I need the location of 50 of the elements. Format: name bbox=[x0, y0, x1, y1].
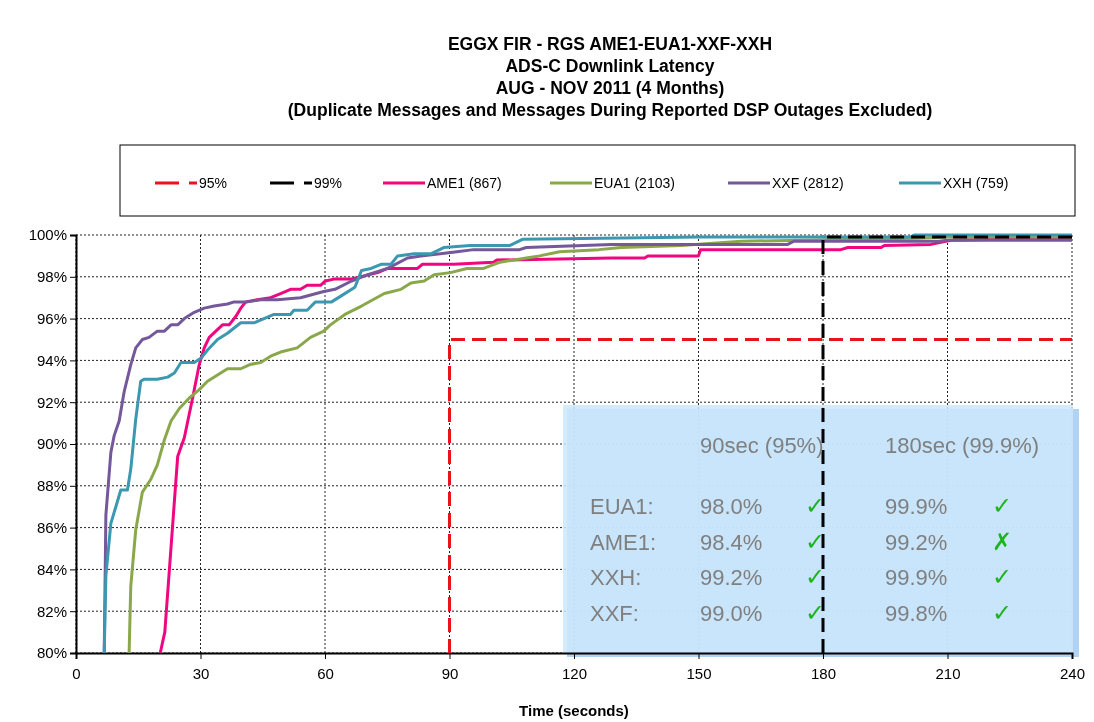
annotation: ✓ bbox=[805, 492, 825, 519]
annotation: ✓ bbox=[805, 527, 825, 555]
y-tick-label: 80% bbox=[36, 644, 67, 662]
annotation: 99.9% bbox=[885, 494, 948, 519]
chart-title: EGGX FIR - RGS AME1-EUA1-XXF-XXH ADS-C Downlink Latency AUG - NOV 2011 (4 Months) (Duplicate Messages and Messages During Reported DSP Outages Excluded) bbox=[287, 34, 933, 120]
annotation: ✓ bbox=[805, 563, 825, 590]
annotation: AME1: bbox=[590, 529, 657, 555]
y-tick-label: 86% bbox=[36, 518, 67, 536]
legend-label: XXF (2812) bbox=[772, 175, 844, 191]
x-tick-label: 90 bbox=[441, 664, 459, 682]
x-tick-label: 150 bbox=[686, 664, 712, 682]
annotation: XXH: bbox=[590, 565, 642, 590]
annotation: 180sec (99.9%) bbox=[885, 433, 1040, 458]
annotation: ✗ bbox=[992, 527, 1012, 555]
y-tick-label: 94% bbox=[36, 351, 67, 369]
y-tick-label: 96% bbox=[36, 309, 67, 327]
annotation: 98.0% bbox=[700, 494, 763, 519]
annotation: 99.8% bbox=[885, 600, 948, 626]
legend-label: 99% bbox=[314, 175, 343, 191]
legend-label: XXH (759) bbox=[943, 175, 1009, 191]
annotation: XXF: bbox=[590, 600, 639, 626]
x-tick-label: 120 bbox=[561, 664, 588, 682]
x-tick-label: 240 bbox=[1059, 664, 1086, 682]
annotation: 90sec (95%) bbox=[700, 433, 824, 458]
legend-label: AME1 (867) bbox=[427, 175, 502, 191]
annotation: 99.0% bbox=[700, 600, 763, 626]
y-tick-label: 88% bbox=[36, 477, 67, 495]
annotation: 99.9% bbox=[885, 565, 948, 590]
annotation: 99.2% bbox=[700, 565, 763, 590]
x-tick-label: 180 bbox=[810, 664, 837, 682]
legend-label: 95% bbox=[199, 175, 228, 191]
y-tick-label: 92% bbox=[36, 393, 67, 411]
x-tick-label: 60 bbox=[317, 664, 334, 682]
y-tick-label: 82% bbox=[36, 602, 67, 620]
y-tick-label: 90% bbox=[36, 435, 67, 453]
y-tick-label: 98% bbox=[36, 268, 67, 286]
annotation: ✓ bbox=[992, 492, 1012, 519]
x-axis-title: Time (seconds) bbox=[519, 702, 629, 719]
annotation: ✓ bbox=[992, 598, 1012, 626]
y-tick-label: 100% bbox=[28, 226, 67, 244]
annotation: ✓ bbox=[805, 598, 825, 626]
annotation: ✓ bbox=[992, 563, 1012, 590]
legend-label: EUA1 (2103) bbox=[594, 175, 675, 191]
annotation: EUA1: bbox=[590, 494, 654, 519]
annotation: 98.4% bbox=[700, 529, 763, 555]
y-tick-label: 84% bbox=[36, 560, 67, 578]
x-tick-label: 210 bbox=[935, 664, 961, 682]
x-tick-label: 30 bbox=[192, 664, 210, 682]
annotation: 99.2% bbox=[885, 529, 948, 555]
x-tick-label: 0 bbox=[72, 664, 81, 682]
